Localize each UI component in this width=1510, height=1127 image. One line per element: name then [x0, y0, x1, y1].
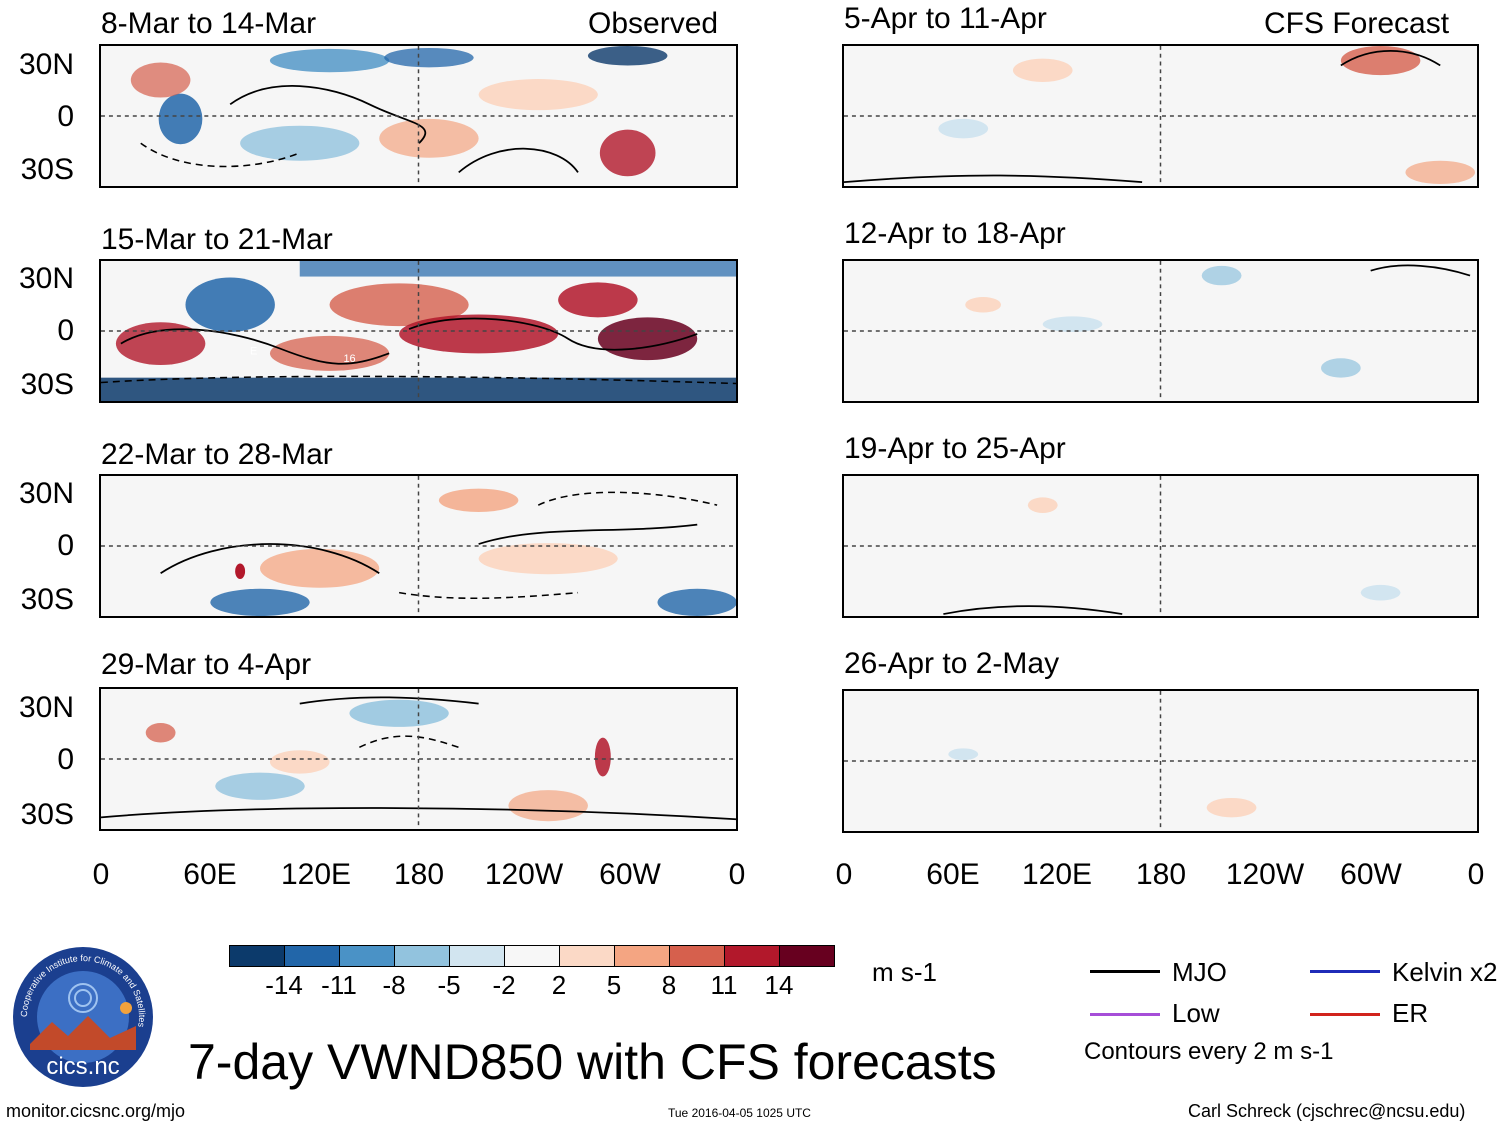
legend-line-low	[1090, 1013, 1160, 1016]
annotation-e: E	[250, 345, 257, 357]
ylab-30n-2: 30N	[18, 262, 74, 295]
xlab-right-0b: 0	[1467, 858, 1485, 891]
map-panel-obs-3	[99, 474, 738, 618]
map-panel-obs-2: E 16	[99, 259, 738, 403]
colorbar-swatch	[614, 945, 670, 967]
map-panel-fcst-2	[842, 259, 1479, 403]
colorbar-swatch	[779, 945, 835, 967]
xlab-left-60e: 60E	[183, 858, 237, 891]
panel-title-fcst-1: 5-Apr to 11-Apr	[844, 2, 1047, 35]
colorbar-label: 8	[661, 970, 677, 1000]
cics-logo: Cooperative Institute for Climate and Sa…	[12, 946, 154, 1088]
ylab-30n-4: 30N	[18, 691, 74, 724]
colorbar-swatch	[559, 945, 615, 967]
colorbar-label: -8	[382, 970, 406, 1000]
xlab-right-60w: 60W	[1340, 858, 1402, 891]
xlab-left-60w: 60W	[599, 858, 661, 891]
ylab-30s-2: 30S	[20, 368, 74, 401]
xlab-left-0b: 0	[728, 858, 746, 891]
legend-line-er	[1310, 1013, 1380, 1016]
map-panel-obs-1	[99, 44, 738, 188]
colorbar-swatch	[669, 945, 725, 967]
panel-title-fcst-2: 12-Apr to 18-Apr	[844, 217, 1066, 250]
xlab-right-0: 0	[835, 858, 853, 891]
panel-title-obs-2: 15-Mar to 21-Mar	[101, 223, 333, 256]
map-panel-obs-4	[99, 687, 738, 831]
logo-name: cics.nc	[46, 1053, 119, 1080]
panel-title-obs-4: 29-Mar to 4-Apr	[101, 648, 312, 681]
legend-line-mjo	[1090, 970, 1160, 973]
column-label-cfs: CFS Forecast	[1264, 7, 1450, 40]
legend-label-er: ER	[1392, 998, 1429, 1028]
colorbar-swatch	[284, 945, 340, 967]
legend-label-kelvin: Kelvin x2	[1392, 957, 1498, 987]
legend-note: Contours every 2 m s-1	[1084, 1038, 1334, 1065]
xlab-right-120e: 120E	[1021, 858, 1093, 891]
map-panel-fcst-1	[842, 44, 1479, 188]
column-label-observed: Observed	[588, 7, 719, 40]
colorbar-swatch	[229, 945, 285, 967]
map-panel-fcst-3	[842, 474, 1479, 618]
panel-title-obs-1: 8-Mar to 14-Mar	[101, 7, 317, 40]
xlab-left-180: 180	[393, 858, 445, 891]
ylab-eq-2: 0	[57, 314, 74, 347]
colorbar-units: m s-1	[872, 957, 937, 987]
ylab-eq-4: 0	[57, 743, 74, 776]
footer-timestamp: Tue 2016-04-05 1025 UTC	[668, 1106, 811, 1120]
legend-label-mjo: MJO	[1172, 957, 1227, 987]
xlab-left-0: 0	[92, 858, 110, 891]
ylab-30s-3: 30S	[20, 583, 74, 616]
colorbar-label: 14	[764, 970, 794, 1000]
colorbar-label: -11	[321, 970, 357, 1000]
colorbar-label: -14	[265, 970, 303, 1000]
ylab-30s-4: 30S	[20, 798, 74, 831]
ylab-30n-3: 30N	[18, 477, 74, 510]
panel-title-fcst-4: 26-Apr to 2-May	[844, 647, 1060, 680]
ylab-eq-3: 0	[57, 529, 74, 562]
annotation-16: 16	[343, 353, 355, 365]
colorbar-swatch	[724, 945, 780, 967]
legend-line-kelvin	[1310, 970, 1380, 973]
colorbar-swatch	[449, 945, 505, 967]
colorbar-swatch	[504, 945, 560, 967]
ylab-eq-1: 0	[57, 100, 74, 133]
colorbar-label: 11	[710, 970, 738, 1000]
colorbar-label: 2	[551, 970, 567, 1000]
xlab-left-120e: 120E	[280, 858, 352, 891]
colorbar-label: 5	[606, 970, 622, 1000]
footer-author: Carl Schreck (cjschrec@ncsu.edu)	[1188, 1101, 1466, 1121]
colorbar-swatch	[339, 945, 395, 967]
colorbar-swatch	[394, 945, 450, 967]
xlab-right-180: 180	[1135, 858, 1187, 891]
ylab-30n-1: 30N	[18, 48, 74, 81]
footer-url: monitor.cicsnc.org/mjo	[6, 1101, 186, 1121]
colorbar-label: -2	[492, 970, 516, 1000]
map-panel-fcst-4	[842, 689, 1479, 833]
panel-title-fcst-3: 19-Apr to 25-Apr	[844, 432, 1066, 465]
panel-title-obs-3: 22-Mar to 28-Mar	[101, 438, 333, 471]
xlab-left-120w: 120W	[484, 858, 564, 891]
xlab-right-60e: 60E	[926, 858, 980, 891]
ylab-30s-1: 30S	[20, 153, 74, 186]
xlab-right-120w: 120W	[1225, 858, 1305, 891]
main-title: 7-day VWND850 with CFS forecasts	[188, 1034, 997, 1090]
legend-label-low: Low	[1172, 998, 1220, 1028]
colorbar-label: -5	[437, 970, 461, 1000]
